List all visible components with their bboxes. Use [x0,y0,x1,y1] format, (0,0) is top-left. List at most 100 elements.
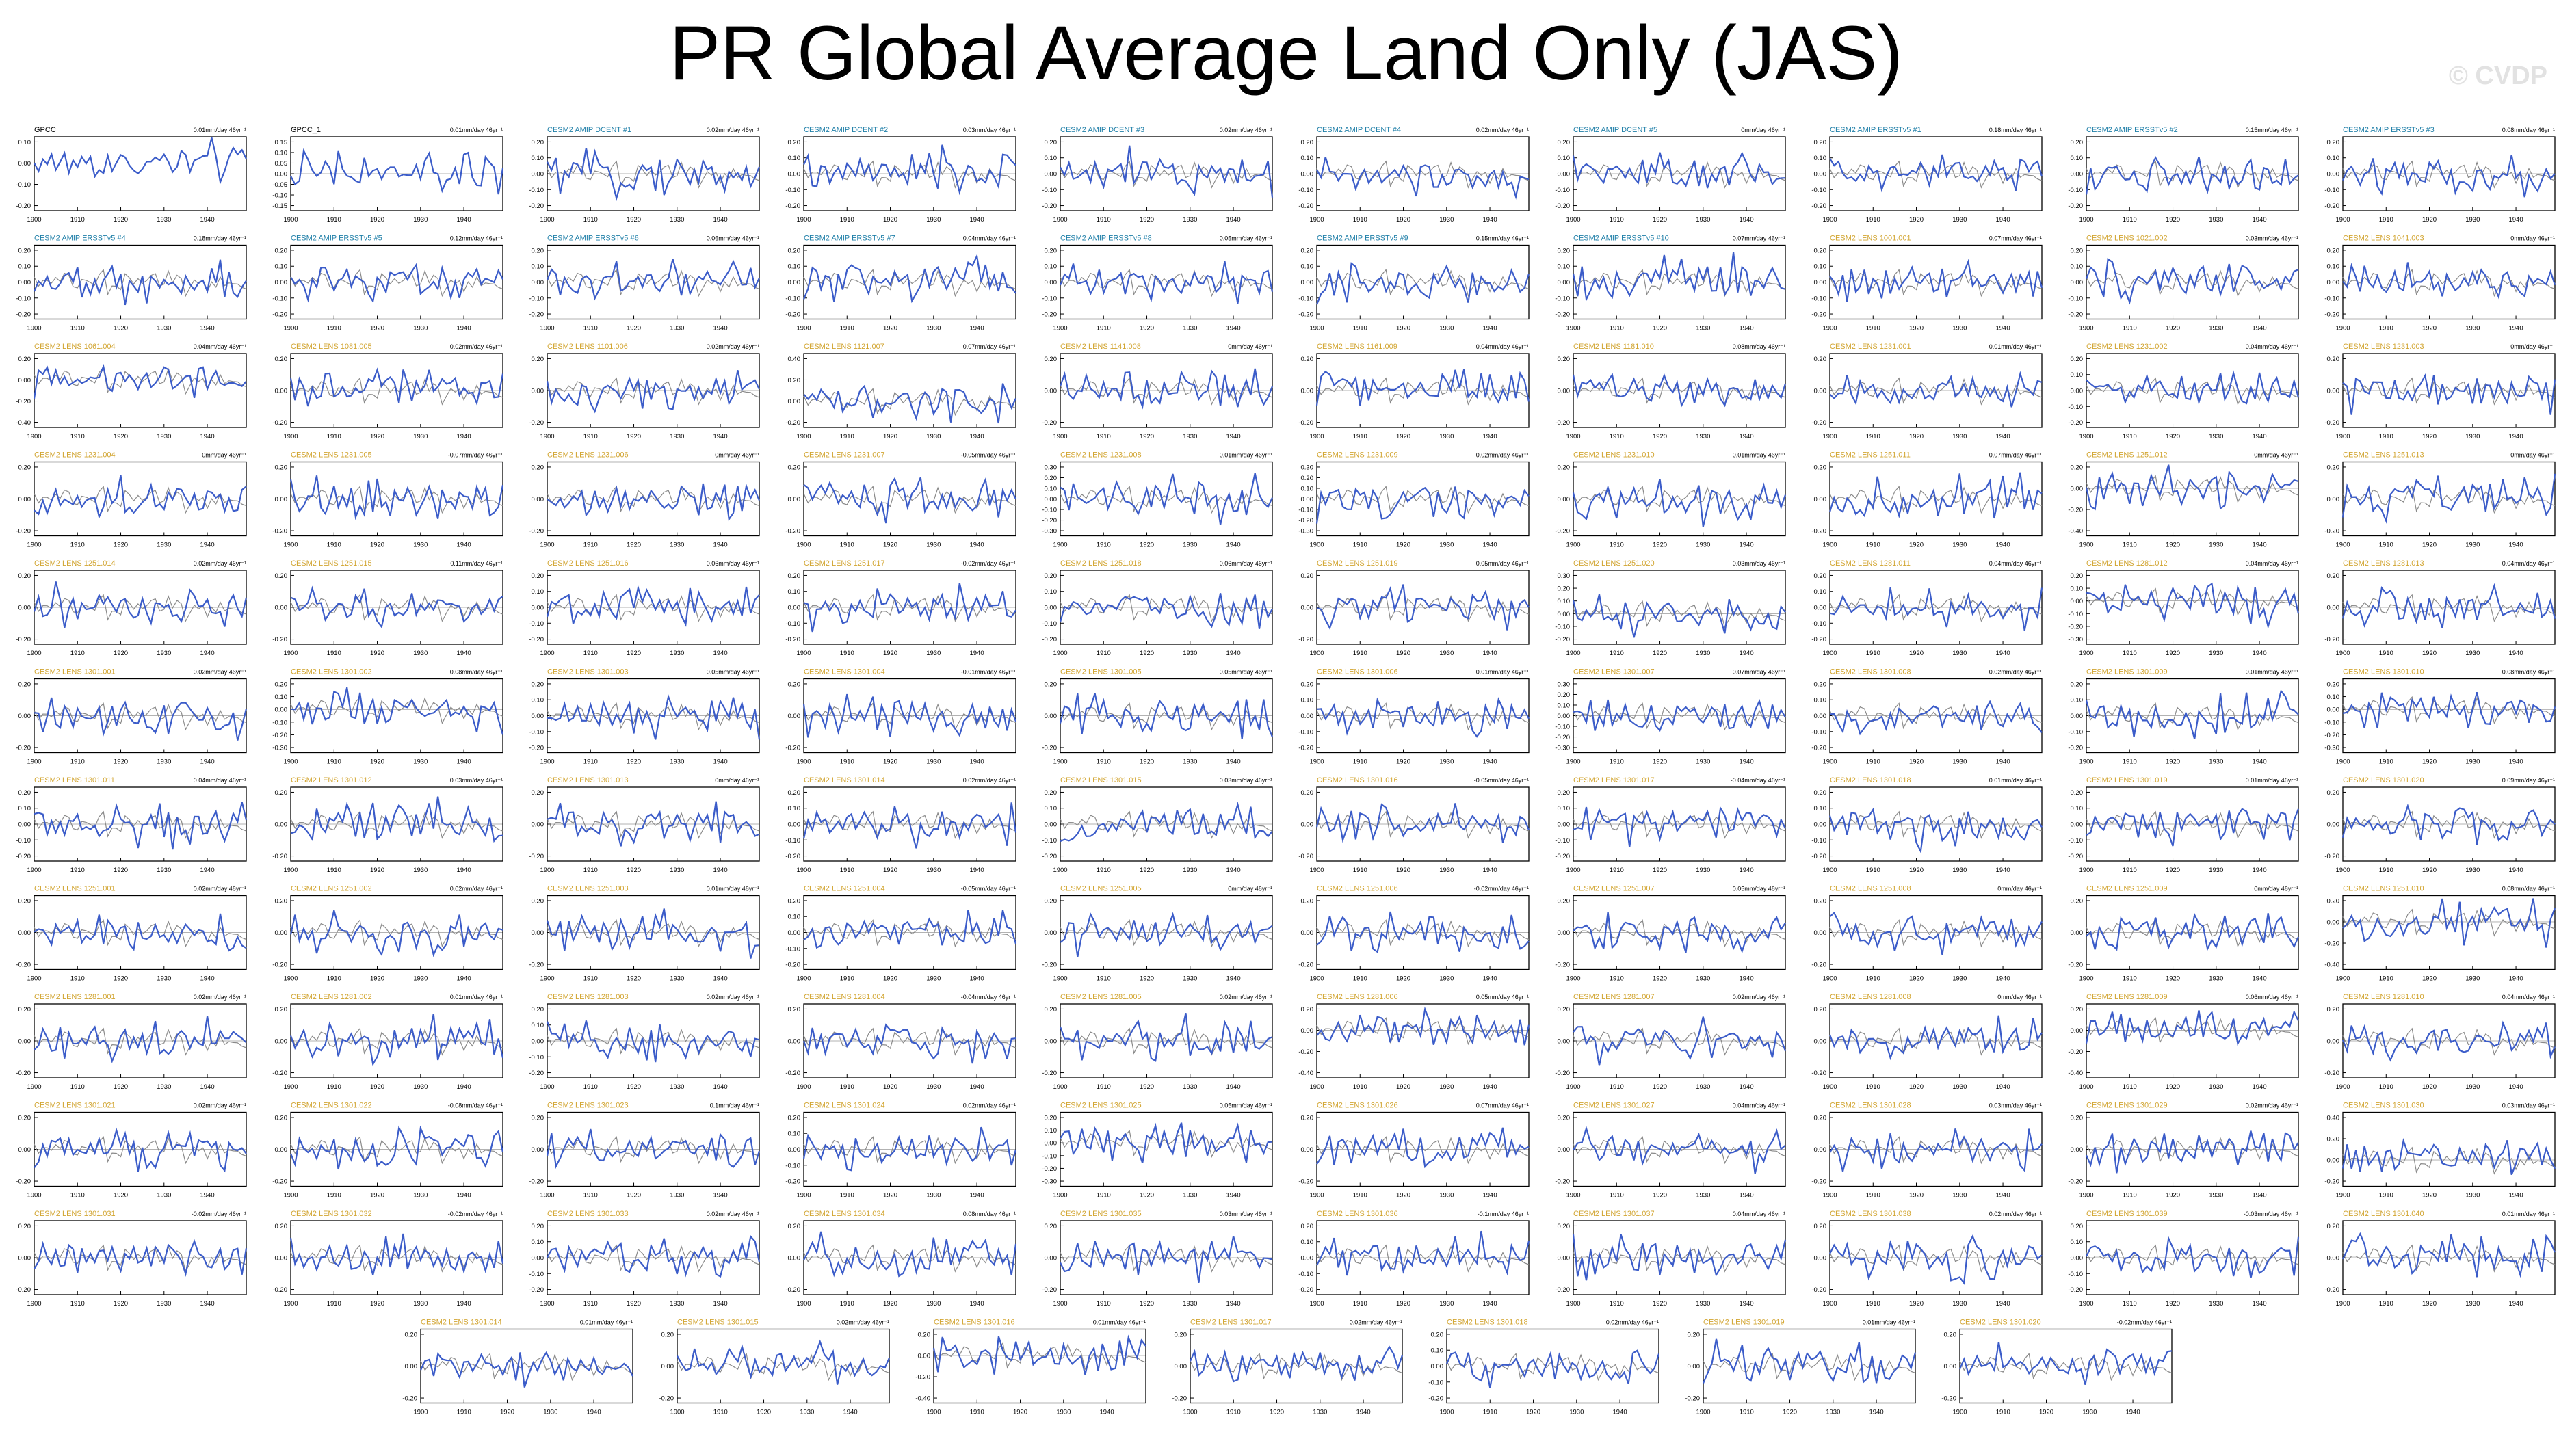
y-tick-label: 0.00 [18,160,31,168]
panel-title: CESM2 LENS 1251.003 [547,885,629,893]
x-tick-label: 1940 [713,216,727,224]
y-tick-label: 0.20 [2071,680,2084,688]
x-tick-label: 1910 [713,1409,728,1416]
y-tick-label: -0.05 [272,181,287,189]
y-tick-label: 0.20 [1431,1331,1444,1338]
y-tick-label: 0.00 [18,496,31,503]
x-tick-label: 1940 [969,1192,984,1200]
y-tick-label: 0.00 [1814,496,1827,503]
model-series-line [1316,584,1530,631]
x-tick-label: 1940 [713,866,727,874]
x-tick-label: 1920 [2422,975,2437,983]
y-tick-label: 0.30 [1045,464,1058,471]
chart-panel: GPCC_1 0.01mm/day 46yr⁻¹0.150.100.050.00-… [272,126,504,224]
y-tick-label: 0.10 [1814,697,1827,704]
panel-title: CESM2 AMIP ERSSTv5 #9 [1317,235,1408,243]
y-tick-label: 0.20 [275,1114,288,1122]
model-series-line [2085,257,2299,305]
y-tick-label: 0.10 [1558,805,1571,812]
x-tick-label: 1910 [840,1083,854,1091]
y-tick-label: -0.30 [1042,528,1057,535]
x-tick-label: 1940 [2508,433,2523,440]
obs-series-line [34,486,247,514]
panel-trend-label: -0.02mm/day 46yr⁻¹ [448,1210,503,1217]
y-tick-label: 0.10 [1301,1239,1314,1246]
x-tick-label: 1900 [27,325,41,332]
x-tick-label: 1910 [327,866,341,874]
y-tick-label: -0.10 [1811,728,1826,736]
x-tick-label: 1930 [2465,325,2480,332]
y-tick-label: 0.20 [1814,897,1827,905]
panel-trend-label: 0.02mm/day 46yr⁻¹ [194,669,246,676]
panel-title: CESM2 LENS 1301.016 [934,1319,1015,1327]
panel-trend-label: 0.03mm/day 46yr⁻¹ [2502,1102,2555,1109]
y-tick-label: 0.20 [1301,680,1314,688]
x-tick-label: 1920 [1653,650,1667,657]
model-series-line [2086,582,2300,630]
panel-title: CESM2 LENS 1251.016 [547,559,629,568]
x-tick-label: 1940 [456,1192,471,1200]
y-tick-label: 0.10 [1814,805,1827,812]
x-tick-label: 1910 [1097,433,1111,440]
x-tick-label: 1900 [796,866,811,874]
x-tick-label: 1920 [2166,1192,2180,1200]
y-tick-label: -0.10 [1428,1379,1443,1386]
panel-trend-label: 0.01mm/day 46yr⁻¹ [1863,1319,1915,1326]
y-tick-label: 0.10 [2071,805,2084,812]
chart-panel: CESM2 LENS 1281.008 0mm/day 46yr⁻¹0.200.0… [1811,993,2043,1091]
y-tick-label: 0.00 [1558,171,1571,178]
x-tick-label: 1900 [670,1409,684,1416]
panel-trend-label: 0.01mm/day 46yr⁻¹ [2246,777,2298,784]
panel-title: CESM2 LENS 1251.015 [291,559,372,568]
panel-trend-label: 0.02mm/day 46yr⁻¹ [194,886,246,892]
y-tick-label: -0.20 [529,853,544,860]
x-tick-label: 1900 [1822,433,1837,440]
x-tick-label: 1920 [370,866,384,874]
chart-panel: CESM2 LENS 1251.018 0.06mm/day 46yr⁻¹0.20… [1042,559,1273,657]
y-tick-label: 0.00 [1301,496,1314,503]
x-tick-label: 1920 [2166,433,2180,440]
chart-panel: CESM2 LENS 1251.004 -0.05mm/day 46yr⁻¹0.2… [785,885,1017,983]
chart-panel: CESM2 LENS 1301.011 0.04mm/day 46yr⁻¹0.20… [16,776,248,874]
x-tick-label: 1920 [627,758,641,766]
panel-title: CESM2 LENS 1301.018 [1447,1319,1528,1327]
y-tick-label: 0.10 [2327,693,2340,701]
obs-series-line [1060,1129,1273,1158]
panel-trend-label: 0mm/day 46yr⁻¹ [1997,886,2042,892]
x-tick-label: 1930 [2465,433,2480,440]
obs-series-line [803,919,1016,948]
y-tick-label: 0.20 [2071,139,2084,146]
y-tick-label: 0.10 [788,155,801,162]
model-series-line [1828,807,2043,854]
chart-panel: CESM2 LENS 1281.007 0.02mm/day 46yr⁻¹0.20… [1555,993,1787,1091]
x-tick-label: 1900 [540,216,554,224]
y-tick-label: -0.10 [785,295,800,302]
y-tick-label: -0.20 [1555,419,1570,427]
y-tick-label: -0.20 [2068,419,2083,427]
obs-series-line [1316,1017,1530,1046]
x-tick-label: 1930 [1183,975,1197,983]
y-tick-label: -0.20 [272,732,287,739]
model-series-line [1316,697,1530,738]
panel-title: CESM2 LENS 1231.006 [547,451,629,460]
panel-title: CESM2 AMIP ERSSTv5 #10 [1573,235,1669,243]
x-tick-label: 1920 [1140,866,1154,874]
x-tick-label: 1900 [1183,1409,1197,1416]
chart-panel: CESM2 LENS 1301.034 0.08mm/day 46yr⁻¹0.20… [785,1210,1017,1308]
chart-panel: CESM2 LENS 1301.033 0.02mm/day 46yr⁻¹0.20… [529,1210,761,1308]
x-tick-label: 1940 [1482,758,1497,766]
y-tick-label: -0.20 [402,1395,417,1403]
panel-frame [2086,570,2299,645]
x-tick-label: 1930 [1183,433,1197,440]
panel-trend-label: 0.01mm/day 46yr⁻¹ [1093,1319,1146,1326]
chart-panel: CESM2 LENS 1301.015 0.03mm/day 46yr⁻¹0.20… [1042,776,1273,874]
panel-trend-label: 0.05mm/day 46yr⁻¹ [1476,560,1529,567]
x-tick-label: 1930 [670,325,684,332]
x-tick-label: 1900 [1053,866,1067,874]
panel-frame [2086,1003,2299,1078]
x-tick-label: 1900 [1822,866,1837,874]
panel-title: CESM2 LENS 1281.008 [1830,993,1911,1001]
y-tick-label: 0.20 [1814,572,1827,580]
chart-panel: CESM2 LENS 1301.005 0.05mm/day 46yr⁻¹0.20… [1042,668,1274,766]
obs-series-line [1316,702,1530,731]
